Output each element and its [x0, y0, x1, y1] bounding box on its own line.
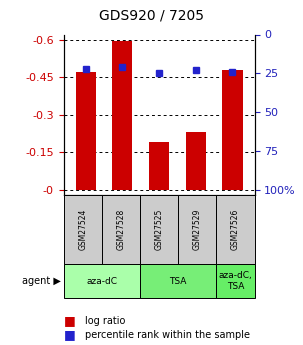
- Text: GSM27525: GSM27525: [155, 209, 164, 250]
- Text: percentile rank within the sample: percentile rank within the sample: [85, 330, 250, 339]
- Text: aza-dC,
TSA: aza-dC, TSA: [218, 272, 252, 291]
- Text: GSM27524: GSM27524: [78, 209, 87, 250]
- Text: ■: ■: [64, 314, 75, 327]
- Text: GDS920 / 7205: GDS920 / 7205: [99, 8, 204, 22]
- Bar: [222, 70, 243, 190]
- Bar: [75, 72, 96, 190]
- Text: agent ▶: agent ▶: [22, 276, 61, 286]
- Text: GSM27528: GSM27528: [116, 209, 125, 250]
- Bar: [112, 41, 132, 190]
- Text: TSA: TSA: [169, 277, 187, 286]
- Bar: [149, 142, 169, 190]
- Text: log ratio: log ratio: [85, 316, 125, 326]
- Text: GSM27526: GSM27526: [231, 209, 240, 250]
- Bar: [186, 132, 206, 190]
- Text: GSM27529: GSM27529: [193, 209, 202, 250]
- Text: ■: ■: [64, 328, 75, 341]
- Text: aza-dC: aza-dC: [86, 277, 117, 286]
